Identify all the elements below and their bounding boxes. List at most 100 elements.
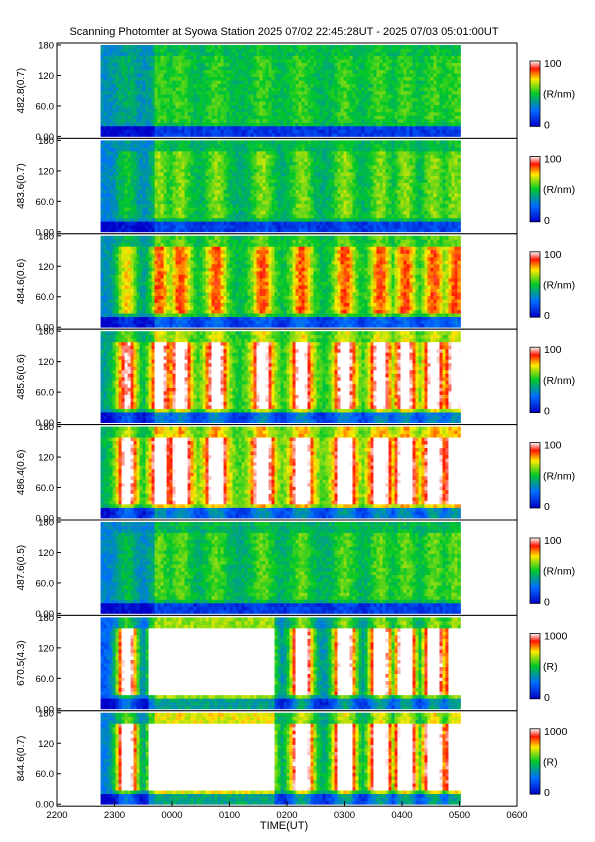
heatmap-cell <box>259 196 263 201</box>
heatmap-cell <box>103 104 107 109</box>
heatmap-cell <box>451 90 455 95</box>
heatmap-cell <box>214 168 218 173</box>
heatmap-cell <box>130 118 134 123</box>
heatmap-cell <box>280 147 284 152</box>
heatmap-cell <box>301 104 305 109</box>
heatmap-cell <box>115 66 119 71</box>
heatmap-cell <box>130 154 134 159</box>
heatmap-cell <box>169 224 173 229</box>
heatmap-cell <box>442 69 446 74</box>
heatmap-cell <box>448 69 452 74</box>
heatmap-cell <box>250 179 254 183</box>
heatmap-cell <box>154 80 158 85</box>
heatmap-cell <box>292 108 296 113</box>
heatmap-cell <box>127 161 131 166</box>
heatmap-cell <box>190 108 194 113</box>
heatmap-cell <box>454 104 458 109</box>
heatmap-cell <box>184 186 188 191</box>
heatmap-cell <box>181 186 185 191</box>
heatmap-cell <box>160 62 164 67</box>
heatmap-cell <box>115 161 119 166</box>
heatmap-cell <box>280 129 284 134</box>
heatmap-cell <box>268 132 272 137</box>
heatmap-cell <box>250 200 254 205</box>
heatmap-cell <box>442 129 446 134</box>
heatmap-cell <box>181 165 185 169</box>
heatmap-cell <box>388 111 392 116</box>
heatmap-cell <box>358 129 362 134</box>
heatmap-cell <box>190 168 194 173</box>
heatmap-cell <box>145 101 149 106</box>
heatmap-cell <box>328 62 332 67</box>
heatmap-cell <box>454 132 458 137</box>
heatmap-cell <box>109 193 113 198</box>
heatmap-cell <box>301 45 305 49</box>
heatmap-cell <box>133 97 137 102</box>
heatmap-cell <box>160 150 164 155</box>
heatmap-cell <box>280 118 284 123</box>
heatmap-cell <box>139 73 143 78</box>
heatmap-cell <box>400 97 404 102</box>
heatmap-cell <box>133 118 137 123</box>
heatmap-cell <box>442 45 446 49</box>
heatmap-cell <box>106 143 110 148</box>
heatmap-cell <box>451 83 455 88</box>
heatmap-cell <box>175 168 179 173</box>
heatmap-cell <box>247 203 251 208</box>
heatmap-cell <box>436 45 440 49</box>
heatmap-cell <box>229 129 233 134</box>
heatmap-cell <box>109 224 113 229</box>
heatmap-cell <box>253 179 257 183</box>
heatmap-cell <box>238 90 242 95</box>
heatmap-cell <box>349 55 353 60</box>
heatmap-cell <box>265 104 269 109</box>
heatmap-cell <box>316 108 320 113</box>
heatmap-cell <box>136 210 140 215</box>
heatmap-cell <box>274 115 278 120</box>
heatmap-cell <box>355 90 359 95</box>
heatmap-cell <box>181 108 185 113</box>
heatmap-cell <box>199 52 203 56</box>
heatmap-cell <box>145 83 149 88</box>
heatmap-cell <box>451 129 455 134</box>
heatmap-cell <box>169 196 173 201</box>
heatmap-cell <box>103 55 107 60</box>
heatmap-cell <box>253 150 257 155</box>
heatmap-cell <box>343 55 347 60</box>
heatmap-cell <box>247 179 251 183</box>
heatmap-cell <box>118 101 122 106</box>
heatmap-cell <box>193 150 197 155</box>
heatmap-cell <box>214 76 218 81</box>
heatmap-cell <box>247 87 251 92</box>
heatmap-cell <box>166 97 170 102</box>
heatmap-cell <box>178 207 182 212</box>
heatmap-cell <box>127 45 131 49</box>
heatmap-cell <box>364 66 368 71</box>
heatmap-cell <box>106 224 110 229</box>
heatmap-cell <box>301 140 305 145</box>
heatmap-cell <box>361 129 365 134</box>
heatmap-cell <box>145 147 149 152</box>
heatmap-cell <box>304 115 308 120</box>
heatmap-cell <box>295 210 299 215</box>
heatmap-cell <box>238 203 242 208</box>
heatmap-cell <box>265 224 269 229</box>
heatmap-cell <box>304 104 308 109</box>
heatmap-cell <box>139 125 143 130</box>
heatmap-cell <box>358 122 362 127</box>
heatmap-cell <box>313 115 317 120</box>
heatmap-cell <box>151 115 155 120</box>
heatmap-cell <box>172 179 176 183</box>
heatmap-cell <box>163 115 167 120</box>
heatmap-cell <box>400 66 404 71</box>
heatmap-cell <box>124 73 128 78</box>
heatmap-cell <box>331 66 335 71</box>
heatmap-cell <box>307 147 311 152</box>
heatmap-cell <box>331 122 335 127</box>
heatmap-cell <box>295 76 299 81</box>
heatmap-cell <box>142 196 146 201</box>
heatmap-cell <box>391 122 395 127</box>
heatmap-cell <box>100 55 104 60</box>
heatmap-cell <box>238 172 242 176</box>
heatmap-cell <box>181 97 185 102</box>
